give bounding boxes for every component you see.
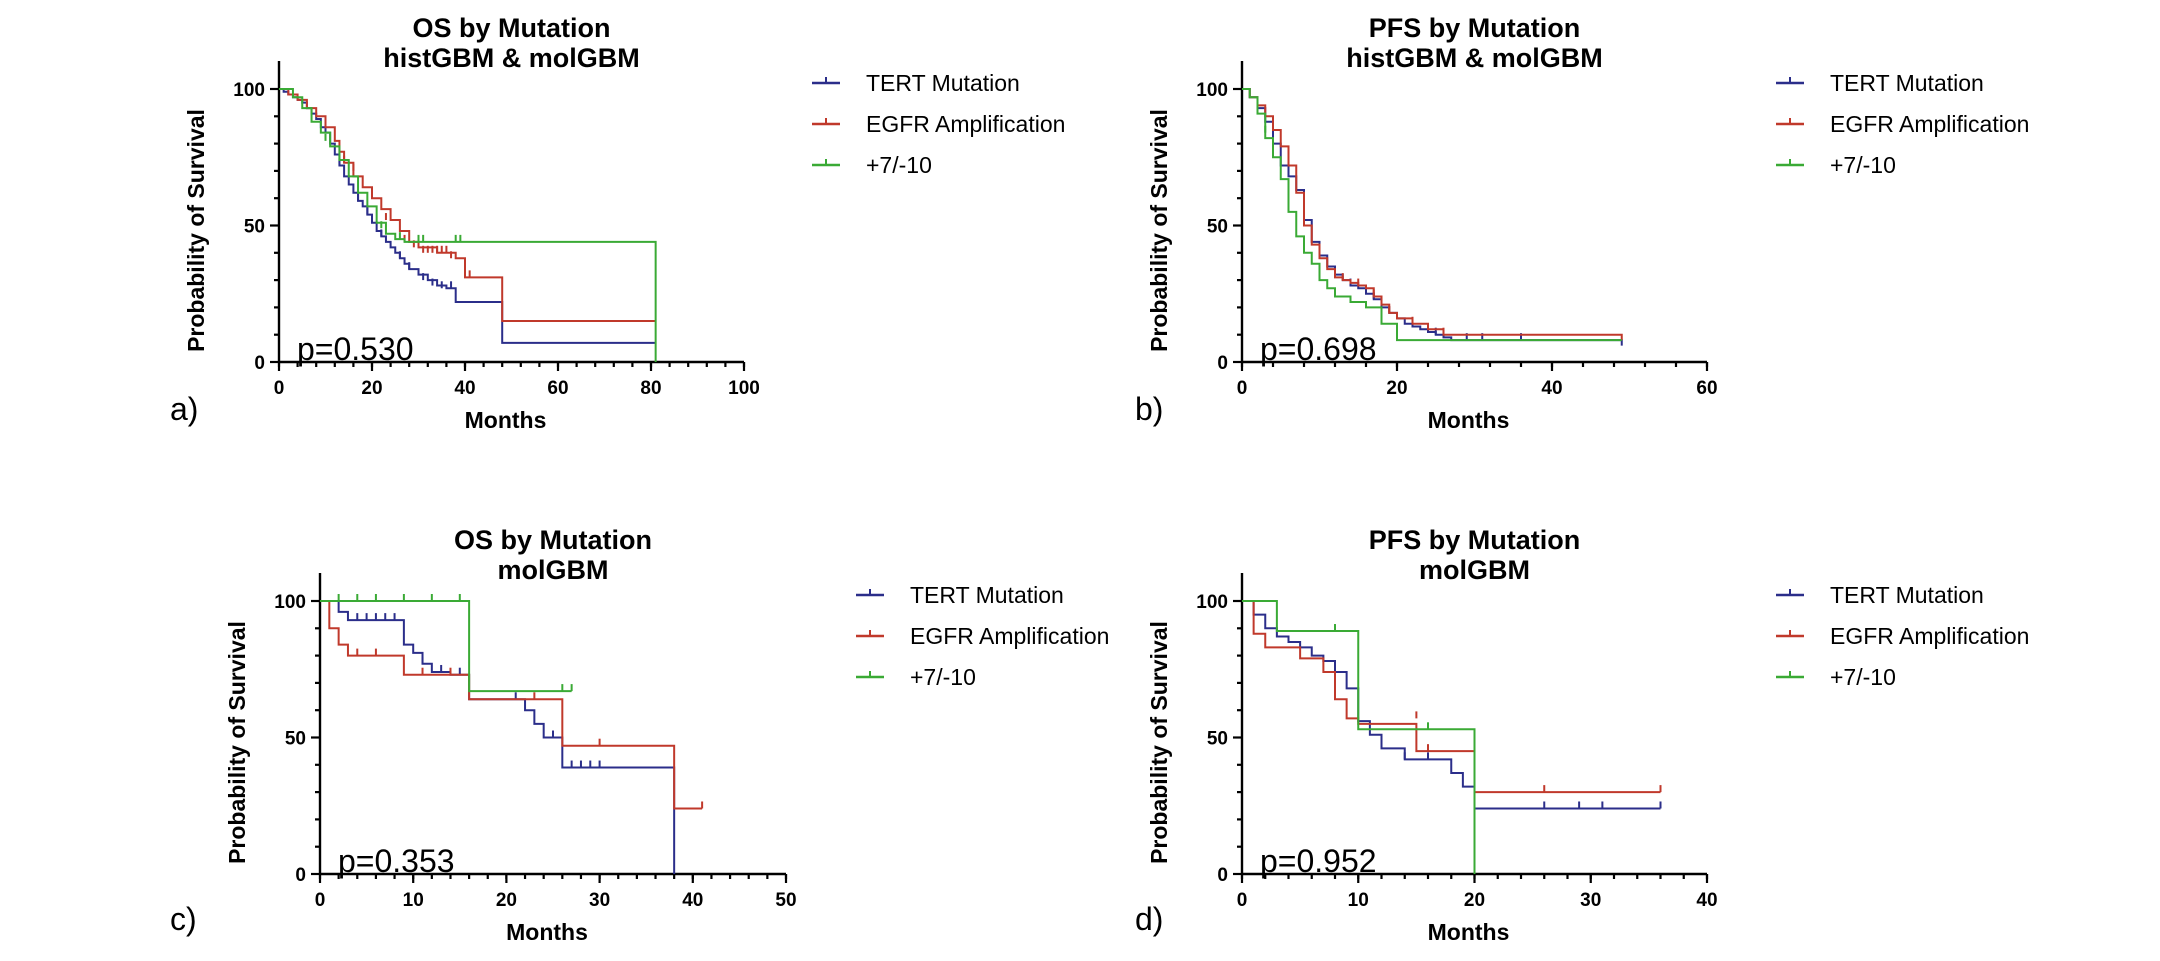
series-line-1: [1242, 88, 1623, 341]
x-tick-label: 20: [361, 378, 382, 399]
series-line-2: [320, 600, 572, 693]
x-tick-label: 60: [1696, 378, 1717, 399]
series-line-2: [1242, 88, 1622, 342]
panel-letter: b): [1135, 391, 1163, 427]
legend-label-0: TERT Mutation: [910, 582, 1064, 608]
chart-subtitle: histGBM & molGBM: [1346, 43, 1603, 73]
legend-label-1: EGFR Amplification: [866, 111, 1065, 137]
x-tick-label: 0: [315, 890, 326, 911]
legend-label-1: EGFR Amplification: [910, 623, 1109, 649]
x-tick-label: 100: [728, 378, 760, 399]
chart-title: OS by Mutation: [413, 13, 611, 43]
y-tick-label: 50: [285, 729, 306, 750]
p-value-label: p=0.530: [297, 331, 414, 367]
y-axis-label: Probability of Survival: [1146, 621, 1172, 864]
x-tick-label: 20: [496, 890, 517, 911]
series-line-2: [279, 88, 657, 362]
x-tick-label: 40: [1541, 378, 1562, 399]
x-tick-label: 50: [775, 890, 796, 911]
chart-title: PFS by Mutation: [1369, 13, 1581, 43]
x-tick-label: 20: [1386, 378, 1407, 399]
series-line-2: [1242, 600, 1476, 874]
series-line-0: [320, 600, 676, 874]
x-tick-label: 0: [274, 378, 285, 399]
panel-letter: d): [1135, 901, 1163, 937]
chart-title: OS by Mutation: [454, 525, 652, 555]
legend-label-1: EGFR Amplification: [1830, 111, 2029, 137]
x-axis-label: Months: [1428, 407, 1510, 433]
y-tick-label: 50: [244, 217, 265, 238]
x-tick-label: 40: [454, 378, 475, 399]
x-axis-label: Months: [506, 919, 588, 945]
y-tick-label: 0: [295, 865, 306, 886]
panel-letter: a): [170, 391, 198, 427]
x-tick-label: 0: [1237, 890, 1248, 911]
series-line-1: [1242, 600, 1661, 794]
x-tick-label: 20: [1464, 890, 1485, 911]
x-tick-label: 10: [403, 890, 424, 911]
x-tick-label: 60: [547, 378, 568, 399]
series-line-1: [320, 600, 703, 810]
chart-title: PFS by Mutation: [1369, 525, 1581, 555]
legend-label-0: TERT Mutation: [1830, 70, 1984, 96]
legend-label-2: +7/-10: [866, 152, 932, 178]
legend-label-2: +7/-10: [910, 664, 976, 690]
p-value-label: p=0.353: [338, 843, 455, 879]
y-axis-label: Probability of Survival: [1146, 109, 1172, 352]
chart-subtitle: histGBM & molGBM: [383, 43, 640, 73]
x-tick-label: 10: [1348, 890, 1369, 911]
panel-letter: c): [170, 901, 197, 937]
chart-subtitle: molGBM: [498, 555, 609, 585]
y-axis-label: Probability of Survival: [224, 621, 250, 864]
y-tick-label: 50: [1207, 217, 1228, 238]
x-tick-label: 30: [589, 890, 610, 911]
x-tick-label: 40: [1696, 890, 1717, 911]
y-tick-label: 50: [1207, 729, 1228, 750]
y-tick-label: 0: [1217, 353, 1228, 374]
x-tick-label: 40: [682, 890, 703, 911]
y-tick-label: 0: [1217, 865, 1228, 886]
x-axis-label: Months: [1428, 919, 1510, 945]
y-tick-label: 100: [274, 592, 306, 613]
series-line-0: [1242, 600, 1661, 810]
legend-label-2: +7/-10: [1830, 152, 1896, 178]
series-line-0: [1242, 88, 1623, 346]
series-line-1: [279, 88, 656, 323]
p-value-label: p=0.952: [1260, 843, 1377, 879]
y-axis-label: Probability of Survival: [183, 109, 209, 352]
figure-top-text: ...: [1069, 0, 1092, 4]
x-tick-label: 30: [1580, 890, 1601, 911]
p-value-label: p=0.698: [1260, 331, 1377, 367]
legend-label-0: TERT Mutation: [866, 70, 1020, 96]
y-tick-label: 100: [233, 80, 265, 101]
x-tick-label: 80: [640, 378, 661, 399]
y-tick-label: 0: [254, 353, 265, 374]
legend-label-0: TERT Mutation: [1830, 582, 1984, 608]
x-tick-label: 0: [1237, 378, 1248, 399]
x-axis-label: Months: [465, 407, 547, 433]
y-tick-label: 100: [1196, 80, 1228, 101]
chart-subtitle: molGBM: [1419, 555, 1530, 585]
legend-label-2: +7/-10: [1830, 664, 1896, 690]
y-tick-label: 100: [1196, 592, 1228, 613]
legend-label-1: EGFR Amplification: [1830, 623, 2029, 649]
